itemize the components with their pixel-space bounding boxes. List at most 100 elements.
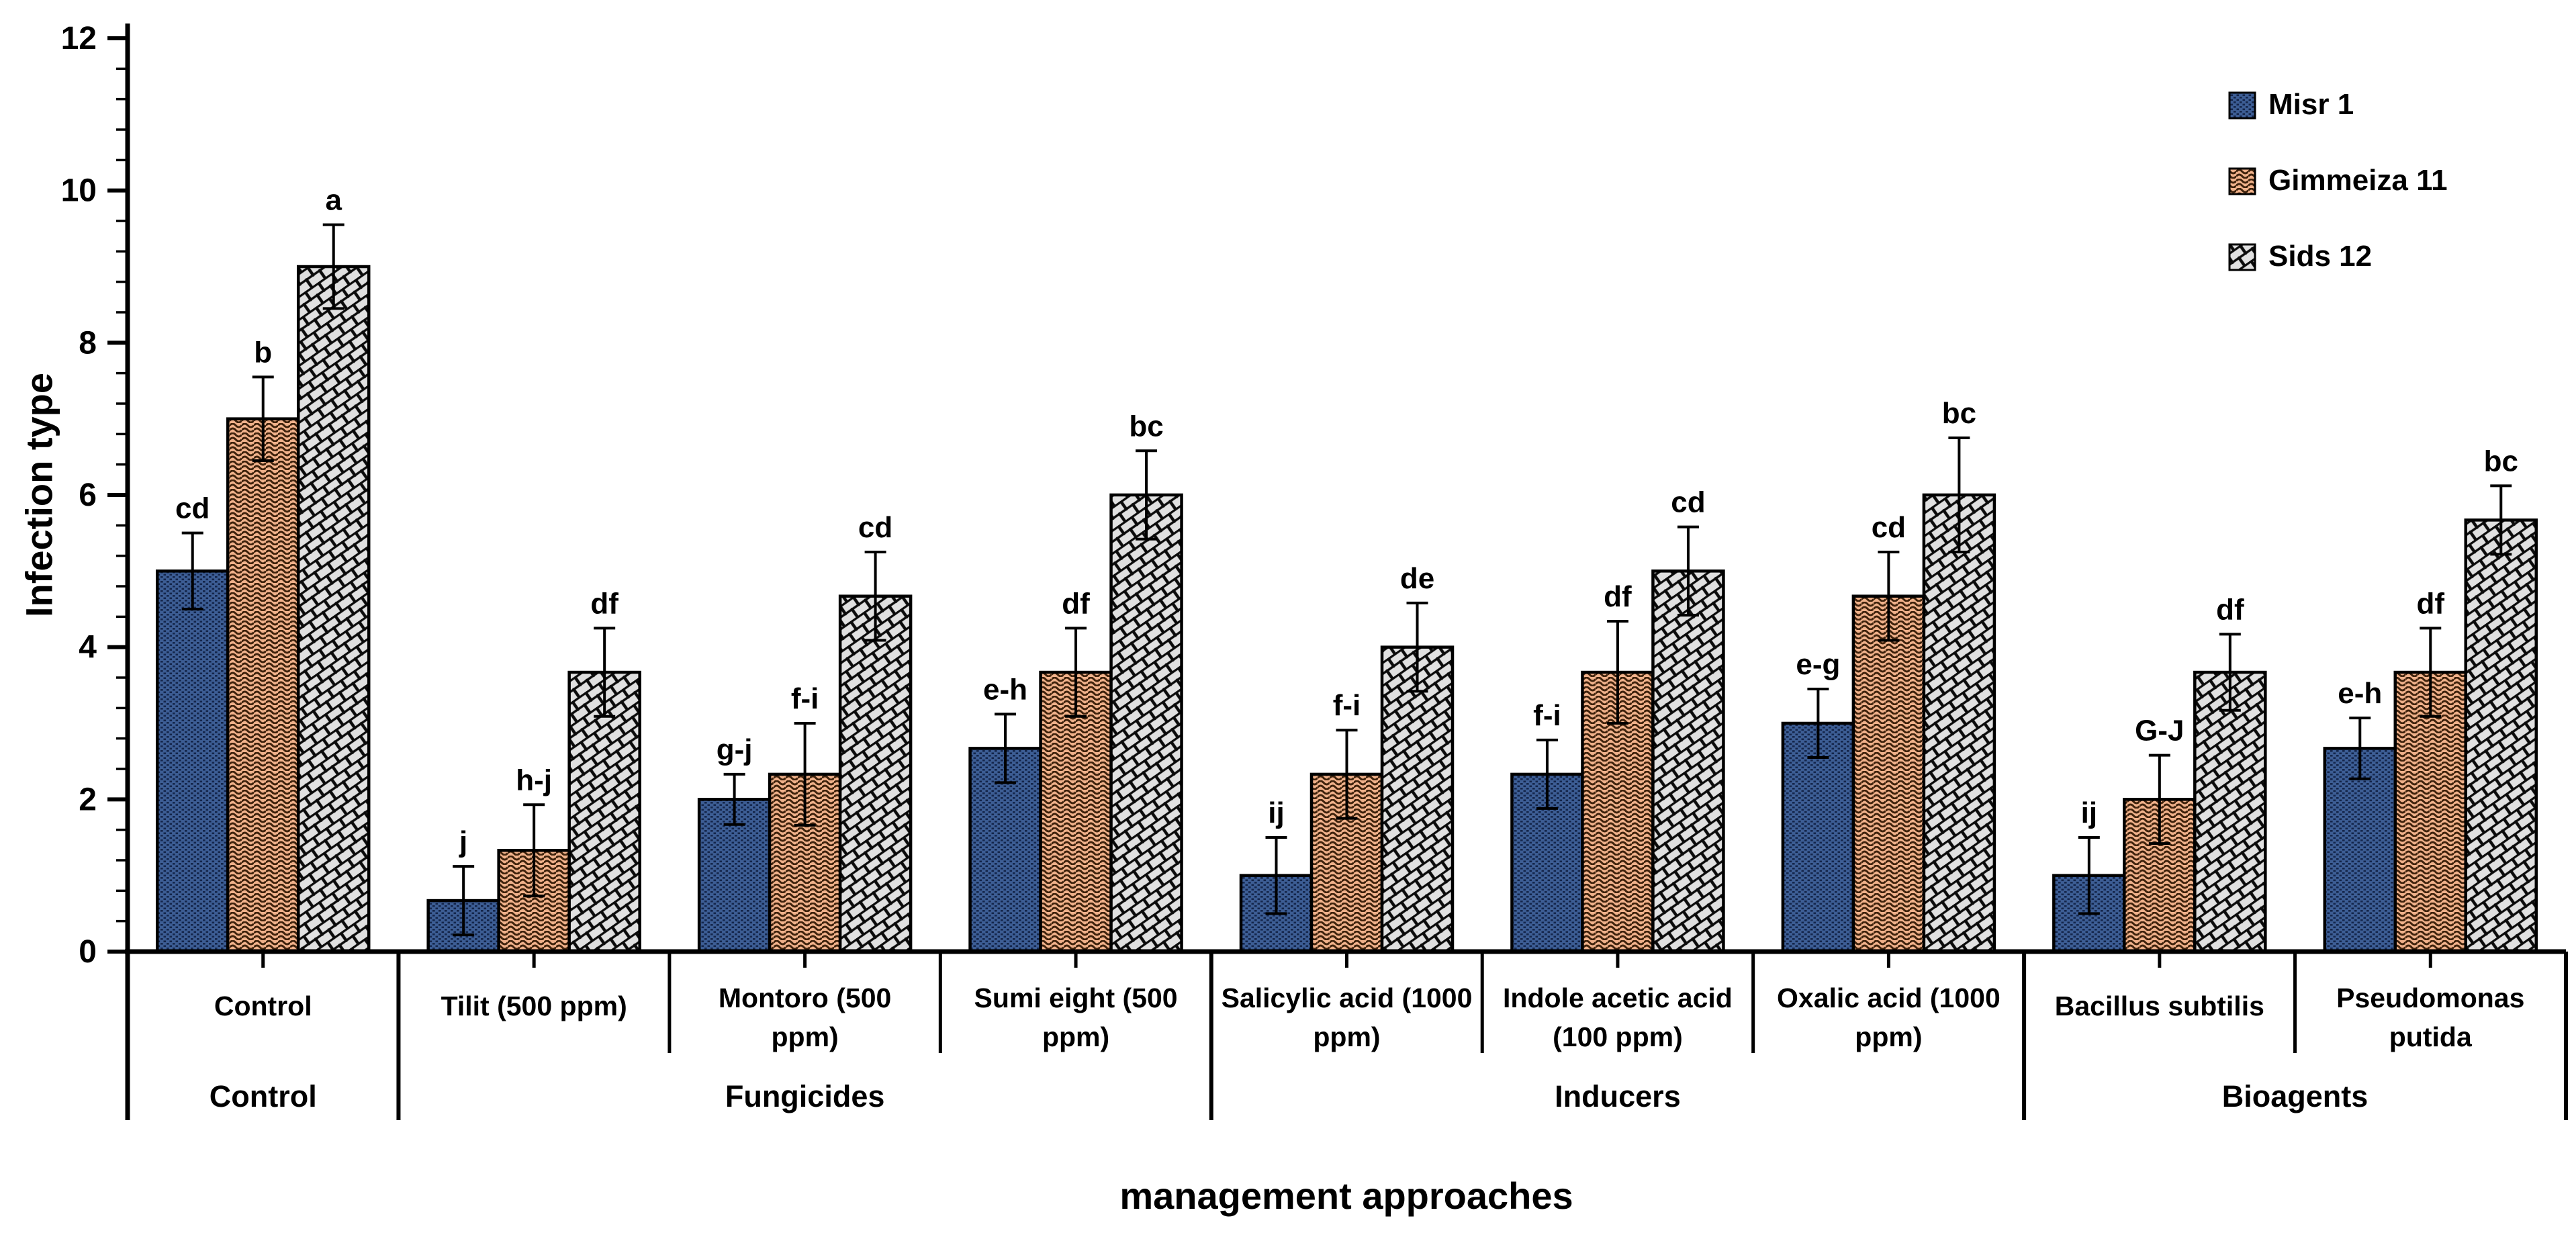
significance-letter: df — [590, 587, 618, 620]
treatment-label-line: Oxalic acid (1000 — [1777, 982, 2000, 1013]
bar — [2393, 670, 2468, 954]
y-tick-label: 2 — [79, 782, 97, 817]
error-bar — [1406, 601, 1428, 693]
significance-letter: G-J — [2135, 715, 2184, 747]
treatment-label-line: (100 ppm) — [1553, 1021, 1683, 1052]
treatment-label-line: ppm) — [1855, 1021, 1922, 1052]
legend-item: Misr 1 — [2228, 88, 2354, 121]
sids-pattern-swatch — [2228, 243, 2256, 271]
treatment-label-line: Montoro (500 — [719, 982, 891, 1013]
category-group-label: Fungicides — [725, 1079, 885, 1113]
error-bar — [322, 223, 344, 310]
significance-letter: f-i — [791, 682, 819, 715]
y-axis-title: Infection type — [17, 372, 60, 618]
bar — [2323, 747, 2397, 954]
gimmeiza-pattern-swatch — [2228, 167, 2256, 195]
y-tick-label: 4 — [79, 630, 97, 666]
bar — [1109, 493, 1183, 954]
significance-letter: de — [1400, 562, 1434, 595]
significance-letter: df — [1604, 580, 1632, 613]
treatment-label: Tilit (500 ppm) — [441, 991, 627, 1021]
treatment-label-line: Indole acetic acid — [1503, 982, 1733, 1013]
significance-letter: cd — [858, 511, 892, 544]
bar — [1651, 569, 1725, 954]
error-bar — [2148, 753, 2170, 845]
error-bar — [1265, 836, 1287, 915]
treatment-label: Sumi eight (500 ppm) — [974, 982, 1178, 1052]
significance-letter: bc — [2484, 445, 2518, 477]
treatment-label-line: Bacillus subtilis — [2055, 991, 2264, 1021]
category-group-label: Inducers — [1555, 1079, 1681, 1113]
legend-label: Sids 12 — [2268, 240, 2372, 273]
treatment-label-line: ppm) — [772, 1021, 839, 1052]
bar — [296, 265, 371, 954]
legend-item: Gimmeiza 11 — [2228, 164, 2448, 197]
bar — [1380, 645, 1455, 954]
significance-letter: bc — [1129, 410, 1163, 443]
significance-letter: j — [459, 825, 467, 858]
treatment-label: Indole acetic acid (100 ppm) — [1503, 982, 1733, 1052]
significance-letter: df — [1062, 587, 1090, 620]
y-tick-label: 6 — [79, 477, 97, 513]
significance-letter: df — [2417, 587, 2445, 620]
error-bar — [2219, 633, 2241, 712]
significance-letter: f-i — [1533, 699, 1561, 732]
treatment-label: Pseudomonas putida — [2336, 982, 2524, 1052]
y-tick-label: 0 — [79, 934, 97, 970]
treatment-label: Bacillus subtilis — [2055, 991, 2264, 1021]
significance-letter: cd — [175, 492, 210, 525]
significance-letter: df — [2216, 593, 2244, 626]
bar — [567, 670, 641, 954]
error-bar — [1536, 738, 1558, 810]
legend-label: Misr 1 — [2268, 88, 2354, 121]
significance-letter: b — [254, 336, 272, 369]
significance-letter: a — [325, 184, 342, 217]
category-group-label: Bioagents — [2222, 1079, 2368, 1113]
x-axis-title: management approaches — [1119, 1175, 1573, 1217]
treatment-label: Oxalic acid (1000 ppm) — [1777, 982, 2000, 1052]
significance-letter: ij — [1268, 796, 1284, 829]
error-bar — [1606, 620, 1628, 725]
error-bar — [995, 713, 1017, 784]
treatment-label-line: Salicylic acid (1000 — [1222, 982, 1473, 1013]
y-tick-label: 10 — [61, 173, 97, 209]
error-bar — [2490, 484, 2512, 556]
treatment-label-line: Control — [214, 991, 312, 1021]
error-bar — [1336, 729, 1358, 820]
treatment-label: Salicylic acid (1000 ppm) — [1222, 982, 1473, 1052]
significance-letter: e-h — [983, 673, 1027, 706]
significance-letter: f-i — [1333, 689, 1361, 722]
error-bar — [1136, 449, 1158, 541]
error-bar — [1878, 551, 1900, 642]
error-bar — [2078, 836, 2100, 915]
misr-pattern-swatch — [2228, 91, 2256, 120]
error-bar — [523, 803, 545, 898]
treatment-label-line: Tilit (500 ppm) — [441, 991, 627, 1021]
significance-letter: cd — [1671, 486, 1705, 519]
significance-letter: bc — [1942, 397, 1976, 430]
y-tick-label: 12 — [61, 21, 97, 56]
treatment-label: Control — [214, 991, 312, 1021]
error-bar — [2349, 717, 2371, 780]
bar — [226, 417, 300, 954]
error-bar — [723, 772, 745, 826]
significance-letter: h-j — [516, 764, 552, 796]
treatment-label-line: Pseudomonas — [2336, 982, 2524, 1013]
bar — [838, 594, 913, 954]
significance-letter: e-g — [1796, 648, 1840, 681]
treatment-label-line: putida — [2389, 1021, 2473, 1052]
significance-letter: ij — [2081, 796, 2097, 829]
significance-letter: e-h — [2338, 677, 2382, 710]
error-bar — [864, 551, 886, 642]
error-bar — [453, 865, 475, 937]
error-bar — [181, 531, 203, 610]
bar — [1851, 594, 1926, 954]
treatment-label: Montoro (500 ppm) — [719, 982, 891, 1052]
bar — [2464, 518, 2538, 954]
bar — [1922, 493, 1996, 954]
significance-letter: g-j — [717, 733, 753, 766]
treatment-label-line: ppm) — [1313, 1021, 1380, 1052]
series-gimmeiza-11: b h-j f-i df f-i df cd G-J df — [226, 336, 2468, 954]
bar — [155, 569, 230, 954]
